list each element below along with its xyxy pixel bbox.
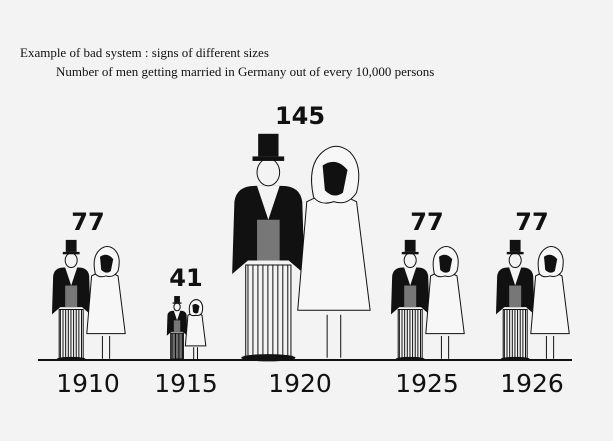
hat-crown <box>510 240 521 252</box>
hat-brim <box>252 156 284 161</box>
dress <box>185 313 205 346</box>
hat-brim <box>173 302 182 303</box>
shoe <box>396 357 425 361</box>
value-label: 41 <box>169 264 202 292</box>
shoe <box>501 357 530 361</box>
hat-brim <box>63 252 80 254</box>
head <box>404 253 416 267</box>
head <box>65 253 77 267</box>
hat-brim <box>507 252 524 254</box>
shoe <box>169 358 184 360</box>
chart-subtitle: Number of men getting married in Germany… <box>56 64 434 79</box>
vest <box>174 320 180 332</box>
x-tick-label: 1925 <box>395 369 459 398</box>
vest <box>404 286 416 308</box>
x-tick-label: 1910 <box>56 369 120 398</box>
vest <box>509 286 521 308</box>
shoe <box>241 354 295 361</box>
chart: Example of bad system : signs of differe… <box>0 0 613 441</box>
x-tick-label: 1920 <box>268 369 332 398</box>
value-label: 145 <box>275 102 325 130</box>
hat-crown <box>66 240 77 252</box>
hat-crown <box>258 134 278 157</box>
value-label: 77 <box>410 208 443 236</box>
hat-brim <box>402 252 419 254</box>
value-label: 77 <box>71 208 104 236</box>
hat-crown <box>405 240 416 252</box>
vest <box>65 286 77 308</box>
value-label: 77 <box>515 208 548 236</box>
x-tick-label: 1926 <box>500 369 564 398</box>
x-tick-label: 1915 <box>154 369 218 398</box>
vest <box>257 220 280 261</box>
head <box>509 253 521 267</box>
hat-crown <box>174 296 180 302</box>
chart-title: Example of bad system : signs of differe… <box>20 45 269 60</box>
shoe <box>57 357 86 361</box>
head <box>257 159 280 186</box>
head <box>174 303 180 311</box>
